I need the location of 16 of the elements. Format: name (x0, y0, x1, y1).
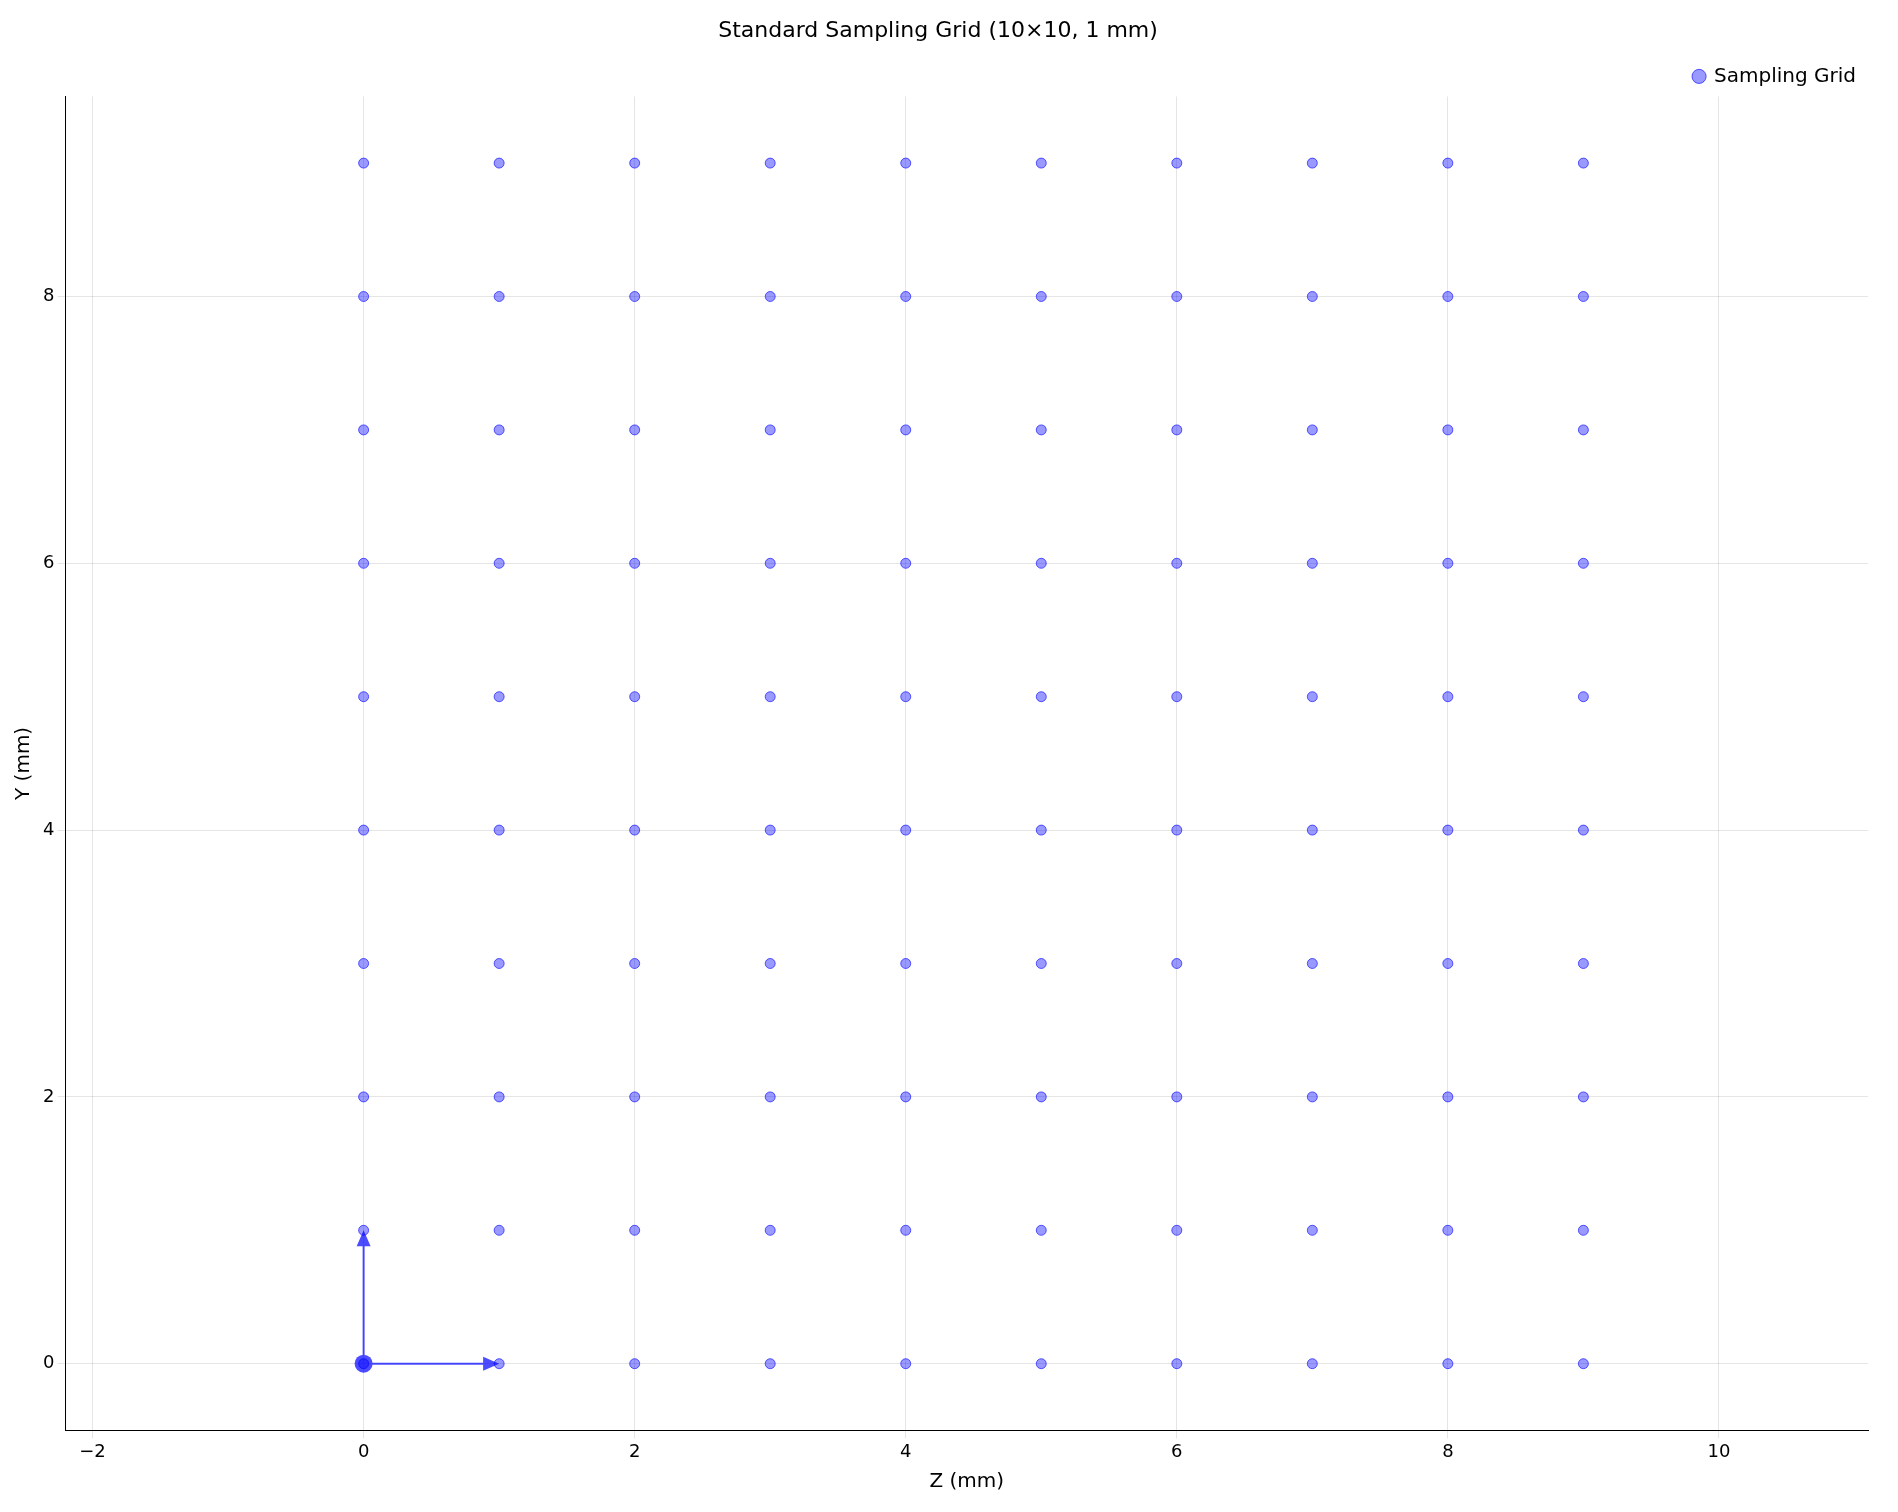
x-tick-label: 2 (628, 1439, 641, 1461)
x-axis-title: Z (mm) (929, 1468, 1005, 1493)
y-tick-label: 6 (43, 550, 55, 572)
y-tick-label: 8 (43, 284, 55, 306)
x-tick-label: −2 (79, 1439, 106, 1461)
x-tick-label: 6 (1171, 1439, 1183, 1461)
x-tick-label: 8 (1442, 1439, 1454, 1461)
x-tick-label: 4 (900, 1439, 912, 1461)
y-axis-title: Y (mm) (10, 726, 35, 801)
legend-label: Sampling Grid (1714, 62, 1857, 87)
y-tick-label: 2 (43, 1084, 55, 1106)
y-tick-label: 0 (43, 1351, 55, 1373)
x-tick-label: 0 (357, 1439, 370, 1461)
y-tick-label: 4 (43, 817, 55, 839)
chart-title: Standard Sampling Grid (10×10, 1 mm) (718, 16, 1158, 42)
x-tick-label: 10 (1707, 1439, 1731, 1461)
